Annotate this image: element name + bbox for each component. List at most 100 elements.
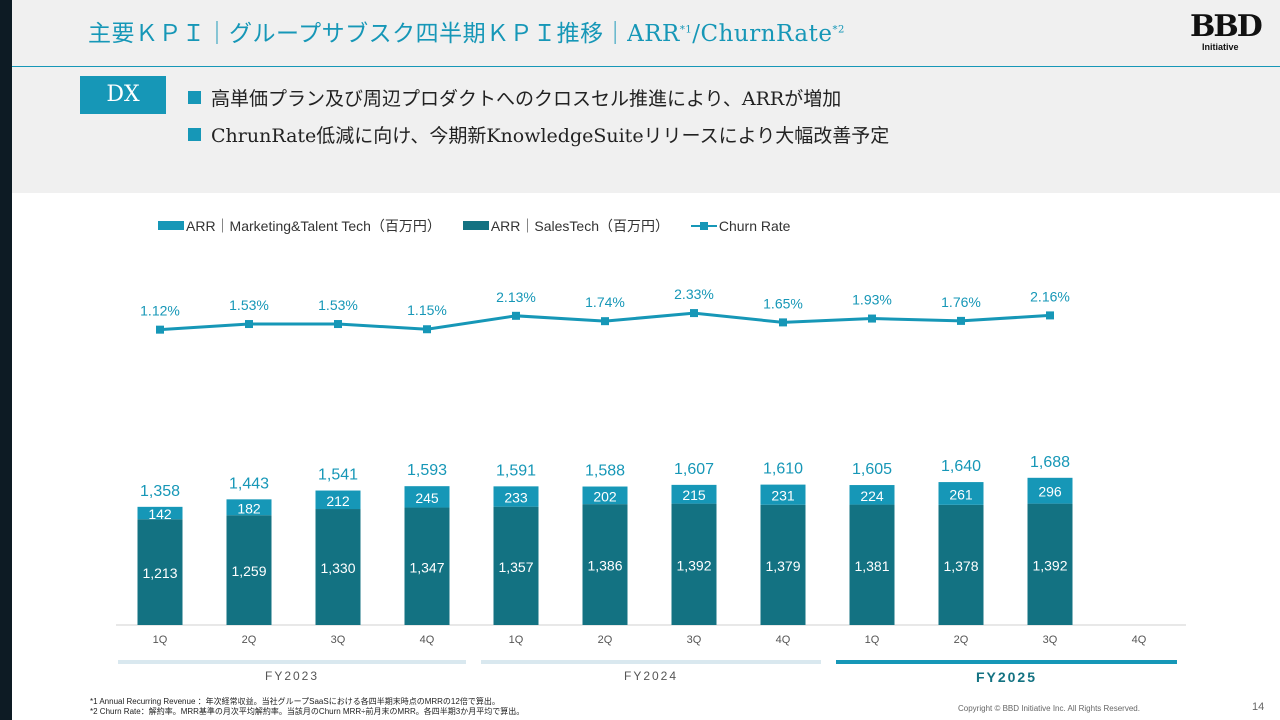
bar-marketing (938, 482, 984, 505)
churn-marker (245, 320, 253, 329)
churn-label: 2.16% (1030, 288, 1070, 304)
churn-label: 1.53% (229, 297, 269, 313)
x-tick-label: 4Q (776, 634, 791, 646)
bar-total-label: 1,593 (407, 462, 447, 479)
bar-label-marketing: 296 (1038, 484, 1062, 500)
footnote-arr: *1 Annual Recurring Revenue ：年次経常収益。当社グル… (90, 697, 500, 706)
segment-tag: DX (80, 76, 166, 114)
bar-marketing (582, 486, 628, 505)
bar-salestech (226, 515, 272, 625)
bar-label-marketing: 215 (682, 487, 706, 503)
bar-label-salestech: 1,213 (142, 565, 177, 581)
bar-salestech (137, 519, 183, 625)
x-tick-label: 1Q (509, 634, 524, 646)
square-bullet-icon (188, 91, 201, 104)
page-number: 14 (1252, 701, 1265, 713)
churn-marker (512, 311, 520, 320)
bar-salestech (404, 507, 450, 625)
bar-marketing (226, 499, 272, 516)
bar-total-label: 1,591 (496, 462, 536, 479)
x-tick-label: 2Q (242, 634, 257, 646)
churn-marker (423, 325, 431, 334)
bar-total-label: 1,607 (674, 461, 714, 478)
bar-label-salestech: 1,357 (498, 559, 533, 575)
legend-item-marketing: ARR｜Marketing&Talent Tech（百万円） (158, 216, 441, 236)
bar-salestech (315, 509, 361, 625)
churn-marker (690, 309, 698, 318)
churn-marker (957, 316, 965, 325)
bar-label-marketing: 224 (860, 488, 884, 504)
copyright: Copyright © BBD Initiative Inc. All Righ… (958, 704, 1140, 713)
bar-label-marketing: 231 (771, 488, 795, 504)
summary-bullet: 高単価プラン及び周辺プロダクトへのクロスセル推進により、ARRが増加 (188, 84, 841, 111)
x-tick-label: 3Q (1043, 634, 1058, 646)
summary-panel (12, 67, 1280, 193)
churn-label: 1.74% (585, 294, 625, 310)
x-tick-label: 3Q (687, 634, 702, 646)
bar-label-salestech: 1,347 (409, 559, 444, 575)
bar-marketing (671, 484, 717, 504)
bar-salestech (760, 504, 806, 625)
x-tick-label: 1Q (865, 634, 880, 646)
summary-bullet: ChrunRate低減に向け、今期新KnowledgeSuiteリリースにより大… (188, 121, 889, 148)
x-tick-label: 3Q (331, 634, 346, 646)
bar-salestech (493, 506, 539, 625)
churn-marker (334, 320, 342, 329)
bar-label-salestech: 1,259 (231, 563, 266, 579)
square-bullet-icon (188, 128, 201, 141)
bar-salestech (849, 504, 895, 625)
bar-label-marketing: 245 (415, 490, 439, 506)
bar-label-salestech: 1,381 (854, 558, 889, 574)
churn-label: 1.76% (941, 294, 981, 310)
bar-label-marketing: 142 (148, 506, 172, 522)
fy-underline (118, 660, 466, 664)
bar-label-salestech: 1,392 (676, 557, 711, 573)
churn-marker (156, 325, 164, 334)
churn-label: 2.13% (496, 289, 536, 305)
bar-marketing (137, 506, 183, 520)
churn-marker (601, 317, 609, 326)
bar-total-label: 1,443 (229, 475, 269, 492)
chart-legend: ARR｜Marketing&Talent Tech（百万円） ARR｜Sales… (158, 216, 808, 236)
churn-label: 1.53% (318, 297, 358, 313)
bar-label-salestech: 1,392 (1032, 557, 1067, 573)
bar-total-label: 1,605 (852, 461, 892, 478)
footnote-churn: *2 Churn Rate：解約率。MRR基準の月次平均解約率。当該月のChur… (90, 707, 525, 716)
bar-total-label: 1,541 (318, 467, 358, 484)
bar-marketing (849, 485, 895, 505)
bar-salestech (1027, 503, 1073, 625)
bar-label-marketing: 233 (504, 490, 528, 506)
fy-label-2023: FY2023 (264, 669, 320, 683)
bar-marketing (493, 486, 539, 507)
bar-label-salestech: 1,379 (765, 558, 800, 574)
legend-swatch (158, 221, 184, 230)
legend-item-churn: Churn Rate (690, 218, 790, 234)
bar-label-marketing: 261 (949, 486, 973, 502)
bar-total-label: 1,688 (1030, 454, 1070, 471)
x-tick-label: 2Q (954, 634, 969, 646)
bar-label-marketing: 202 (593, 488, 617, 504)
bar-total-label: 1,588 (585, 463, 625, 480)
bar-label-salestech: 1,378 (943, 558, 978, 574)
fy-label-2024: FY2024 (623, 669, 679, 683)
bar-label-salestech: 1,330 (320, 560, 355, 576)
bar-marketing (1027, 477, 1073, 504)
churn-label: 1.93% (852, 292, 892, 308)
x-tick-label: 1Q (153, 634, 168, 646)
bar-total-label: 1,358 (140, 483, 180, 500)
x-tick-label: 2Q (598, 634, 613, 646)
churn-label: 1.15% (407, 302, 447, 318)
bar-total-label: 1,640 (941, 458, 981, 475)
left-accent-bar (0, 0, 12, 720)
bar-label-marketing: 182 (237, 500, 261, 516)
x-tick-label: 4Q (420, 634, 435, 646)
bar-total-label: 1,610 (763, 461, 803, 478)
bar-label-marketing: 212 (326, 493, 350, 509)
fy-underline (481, 660, 821, 664)
churn-marker (868, 314, 876, 323)
fy-underline (836, 660, 1177, 664)
bar-salestech (582, 504, 628, 625)
legend-swatch (462, 221, 489, 230)
fy-label-2025: FY2025 (975, 669, 1038, 685)
